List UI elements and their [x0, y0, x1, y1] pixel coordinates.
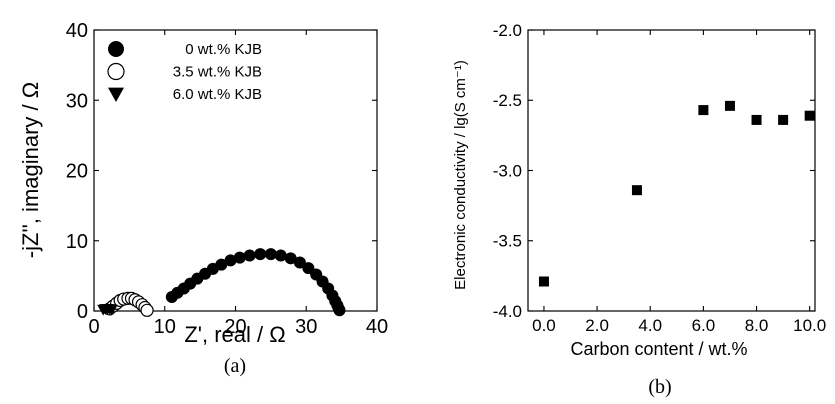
eis-nyquist-chart: 0 10 20 30 40 0 10 20 30 40 0 wt.% KJB 3.5 wt.% KJ…: [18, 20, 388, 377]
y-axis-label: Electronic conductivity / lg(S cm⁻¹): [452, 60, 469, 290]
y-tick-label: -2.5: [493, 91, 522, 110]
x-tick-label: 4.0: [638, 316, 662, 335]
data-point: [224, 254, 237, 267]
data-point: [538, 276, 549, 287]
y-tick-label: 0: [77, 301, 88, 323]
legend-label: 3.5 wt.% KJB: [173, 64, 262, 81]
legend-marker: [107, 62, 125, 81]
y-tick-label: 40: [66, 20, 88, 42]
x-axis-label: Z', real / Ω: [184, 322, 285, 347]
y-tick-label: 30: [66, 90, 88, 112]
data-point: [293, 256, 306, 269]
x-tick-label: 8.0: [745, 316, 769, 335]
legend-label: 0 wt.% KJB: [185, 41, 262, 58]
data-point: [804, 110, 815, 121]
data-point: [264, 248, 277, 261]
data-point: [631, 185, 642, 196]
legend-marker: [108, 87, 124, 102]
data-point: [284, 252, 297, 265]
data-point: [233, 251, 246, 264]
y-tick-label: 20: [66, 161, 88, 183]
conductivity-chart: 0.0 2.0 4.0 6.0 8.0 10.0-2.0-2.5-3.0-3.5-4.0 …: [452, 21, 826, 398]
plot-area-frame: [527, 29, 816, 312]
panel-label-a: (a): [224, 355, 246, 377]
x-tick-label: 6.0: [692, 316, 716, 335]
data-point: [698, 105, 709, 116]
data-point: [751, 114, 762, 125]
x-tick-label: 20: [224, 316, 246, 338]
x-tick-label: 40: [366, 316, 388, 338]
x-tick-label: 0: [88, 316, 99, 338]
legend: 0 wt.% KJB 3.5 wt.% KJB 6.0 wt.% KJB: [107, 41, 262, 103]
data-point: [105, 304, 118, 316]
data-point: [778, 114, 789, 125]
x-tick-label: 30: [295, 316, 317, 338]
data-point: [333, 304, 346, 317]
legend-marker: [108, 41, 124, 57]
legend-label: 6.0 wt.% KJB: [173, 86, 262, 103]
panel-label-b: (b): [648, 376, 671, 398]
data-point: [254, 248, 267, 261]
y-axis-label: -jZ'', imaginary / Ω: [18, 82, 43, 258]
data-point: [215, 258, 228, 271]
y-tick-label: -4.0: [493, 302, 522, 321]
y-tick-label: 10: [66, 231, 88, 253]
data-point: [724, 100, 735, 111]
x-tick-label: 10.0: [793, 316, 826, 335]
x-tick-label: 2.0: [585, 316, 609, 335]
data-point: [140, 303, 154, 317]
y-tick-label: -3.5: [493, 232, 522, 251]
y-tick-label: -3.0: [493, 161, 522, 180]
y-tick-label: -2.0: [493, 21, 522, 40]
x-tick-label: 10: [154, 316, 176, 338]
x-axis-label: Carbon content / wt.%: [570, 339, 747, 359]
data-point: [274, 249, 287, 262]
data-point: [243, 249, 256, 262]
x-tick-label: 0.0: [532, 316, 556, 335]
